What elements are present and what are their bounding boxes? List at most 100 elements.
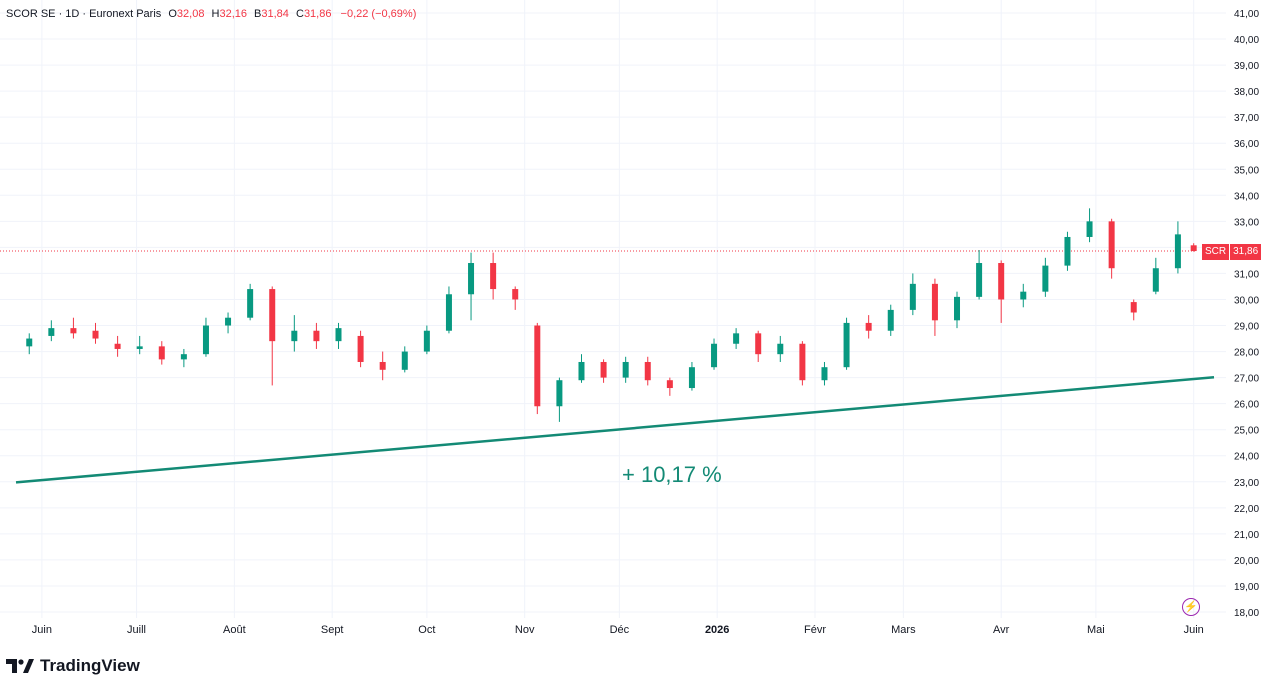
- candle-body: [202, 325, 209, 355]
- grid-lines: [0, 0, 1226, 618]
- candle: [1064, 231, 1071, 271]
- candle-body: [534, 325, 541, 407]
- candle-body: [843, 322, 850, 368]
- x-tick-label: Mars: [891, 624, 916, 636]
- candle: [534, 322, 541, 415]
- candle-body: [26, 338, 33, 347]
- candle: [379, 351, 386, 381]
- candle: [401, 346, 408, 373]
- price-axis[interactable]: 41,00 40,00 39,00 38,00 37,00 36,00 35,00 34,00…: [1234, 9, 1259, 619]
- candle-body: [291, 330, 298, 342]
- candles-group: [26, 208, 1197, 422]
- candle-body: [247, 289, 254, 318]
- candle-body: [401, 351, 408, 370]
- high-value: 32,16: [219, 8, 247, 20]
- candle-body: [865, 322, 872, 331]
- x-tick-label: Sept: [321, 624, 344, 636]
- candle-body: [1086, 221, 1093, 237]
- candle: [865, 315, 872, 339]
- y-tick-label: 31,00: [1234, 269, 1259, 280]
- x-tick-label: Juin: [32, 624, 52, 636]
- candle-body: [313, 330, 320, 342]
- candle: [909, 273, 916, 316]
- candle: [247, 283, 254, 321]
- candle: [1086, 208, 1093, 243]
- candle: [1108, 218, 1115, 279]
- x-tick-label: Août: [223, 624, 246, 636]
- y-tick-label: 29,00: [1234, 322, 1259, 333]
- change-value: −0,22 (−0,69%): [340, 8, 417, 20]
- candle-body: [48, 328, 55, 336]
- candle-body: [1174, 234, 1181, 269]
- candle: [313, 322, 320, 349]
- brand-footer[interactable]: TradingView: [6, 656, 140, 676]
- trend-line[interactable]: [15, 375, 1215, 484]
- candle: [556, 377, 563, 422]
- candle-body: [136, 346, 143, 349]
- candle: [48, 320, 55, 342]
- y-tick-label: 35,00: [1234, 165, 1259, 176]
- candle: [843, 317, 850, 370]
- candle: [92, 322, 99, 344]
- y-tick-label: 39,00: [1234, 61, 1259, 72]
- y-tick-label: 36,00: [1234, 139, 1259, 150]
- candle-body: [622, 361, 629, 378]
- candle-body: [445, 294, 452, 331]
- candle: [1174, 221, 1181, 274]
- y-tick-label: 38,00: [1234, 87, 1259, 98]
- y-tick-label: 26,00: [1234, 400, 1259, 411]
- candle-body: [70, 328, 77, 334]
- candle: [468, 252, 475, 321]
- candle-body: [954, 296, 961, 321]
- candle: [711, 338, 718, 370]
- x-tick-label: Nov: [515, 624, 535, 636]
- candle-body: [1108, 221, 1115, 269]
- candle-body: [931, 283, 938, 321]
- candle: [755, 330, 762, 362]
- candle-body: [777, 343, 784, 355]
- low-key: B: [254, 8, 262, 20]
- y-tick-label: 37,00: [1234, 113, 1259, 124]
- candle-body: [887, 309, 894, 331]
- candle-body: [269, 289, 276, 342]
- lightning-icon[interactable]: ⚡: [1182, 598, 1200, 616]
- candle-body: [490, 263, 497, 290]
- candle-body: [158, 346, 165, 360]
- candle: [269, 286, 276, 386]
- candle: [26, 333, 33, 355]
- candle: [357, 330, 364, 368]
- x-tick-label: Juill: [127, 624, 146, 636]
- candle-body: [92, 330, 99, 339]
- candle: [70, 317, 77, 339]
- candle-body: [600, 361, 607, 378]
- y-tick-label: 41,00: [1234, 9, 1259, 20]
- candle-body: [909, 283, 916, 310]
- candle-body: [1152, 268, 1159, 292]
- candle: [335, 322, 342, 349]
- candle-body: [225, 317, 232, 326]
- y-tick-label: 24,00: [1234, 452, 1259, 463]
- symbol-label: SCOR SE · 1D · Euronext Paris: [6, 8, 162, 20]
- candle-body: [976, 263, 983, 297]
- candle: [644, 356, 651, 386]
- open-value: 32,08: [176, 8, 205, 20]
- candle: [733, 328, 740, 349]
- candle: [225, 312, 232, 334]
- trend-percentage-label: + 10,17 %: [622, 462, 722, 487]
- candle-body: [1020, 291, 1027, 300]
- y-tick-label: 19,00: [1234, 582, 1259, 593]
- time-axis[interactable]: Juin Juill Août Sept Oct Nov Déc 2026 Févr Mars Av…: [32, 624, 1204, 636]
- candle-body: [666, 380, 673, 389]
- candle-body: [556, 380, 563, 407]
- candle: [799, 341, 806, 386]
- candle-body: [644, 361, 651, 381]
- candle: [1020, 283, 1027, 308]
- candle: [931, 278, 938, 336]
- y-tick-label: 28,00: [1234, 348, 1259, 359]
- candle: [821, 361, 828, 386]
- candle-body: [688, 367, 695, 389]
- candle: [1152, 257, 1159, 295]
- x-tick-label: Févr: [804, 624, 826, 636]
- candle-body: [180, 354, 187, 360]
